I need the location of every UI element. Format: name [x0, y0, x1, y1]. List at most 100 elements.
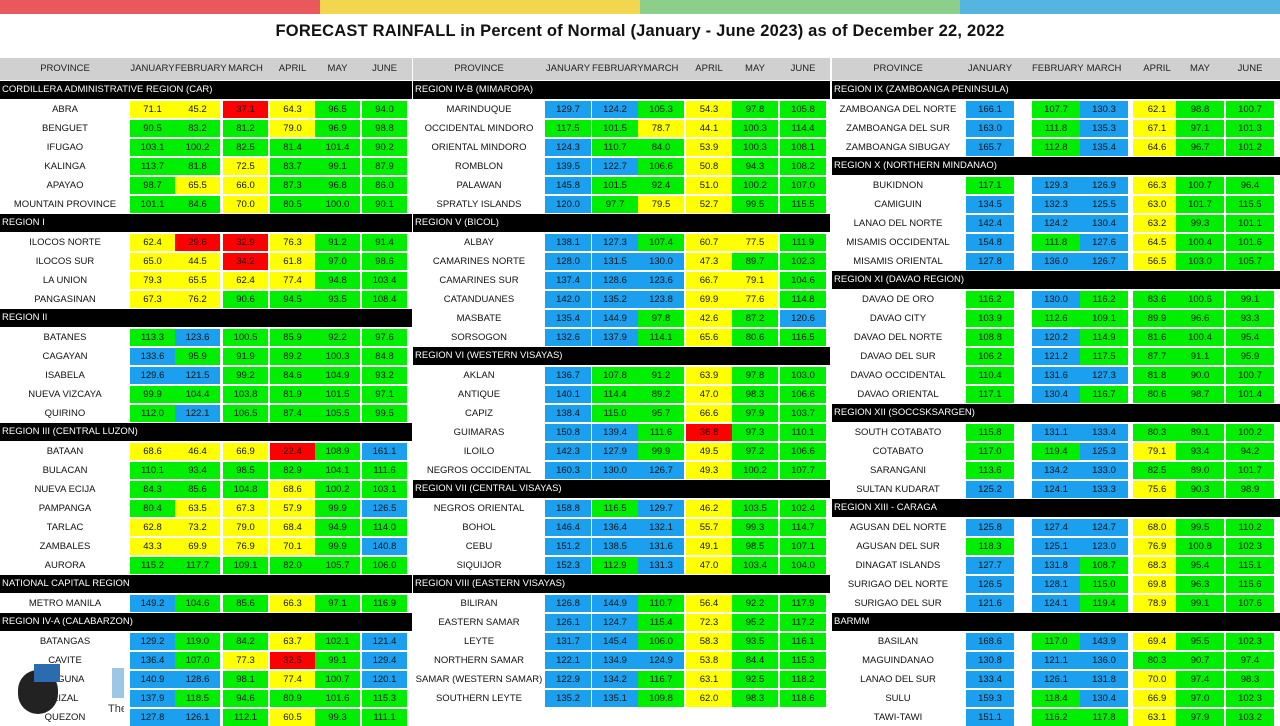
value-cell-may: 96.3: [1176, 576, 1224, 593]
value-cell-january: 125.2: [966, 481, 1014, 498]
value-cell-april: 79.1: [1133, 443, 1181, 460]
table-row: AKLAN 136.7 107.8 91.2 63.9 97.8 103.0: [413, 367, 830, 384]
value-cell-march: 70.0: [223, 196, 268, 213]
province-name: AGUSAN DEL SUR: [856, 541, 940, 552]
header-january: JANUARY: [545, 63, 591, 74]
value-cell-february: 123.6: [175, 329, 220, 346]
value-cell-march: 79.0: [223, 519, 268, 536]
value-cell-june: 99.1: [1226, 291, 1274, 308]
value-cell-february: 111.8: [1032, 120, 1080, 137]
value-cell-april: 64.5: [1133, 234, 1181, 251]
region-header: REGION I: [0, 214, 412, 232]
value-cell-april: 82.9: [270, 462, 315, 479]
table-row: CAPIZ 138.4 115.0 95.7 66.6 97.9 103.7: [413, 405, 830, 422]
value-cell-march: 126.7: [638, 462, 684, 479]
value-cell-january: 130.8: [966, 652, 1014, 669]
value-cell-may: 99.1: [315, 158, 360, 175]
value-cell-june: 115.5: [780, 196, 826, 213]
province-name: TARLAC: [46, 522, 84, 533]
value-cell-february: 126.1: [1032, 671, 1080, 688]
value-cell-january: 154.8: [966, 234, 1014, 251]
value-cell-march: 116.2: [1080, 291, 1128, 308]
value-cell-january: 131.7: [545, 633, 591, 650]
province-name: DAVAO OCCIDENTAL: [850, 370, 946, 381]
value-cell-march: 78.7: [638, 120, 684, 137]
table-row: SORSOGON 132.6 137.9 114.1 65.6 80.6 116.5: [413, 329, 830, 346]
value-cell-january: 152.3: [545, 557, 591, 574]
value-cell-may: 94.3: [732, 158, 778, 175]
value-cell-march: 123.0: [1080, 538, 1128, 555]
value-cell-april: 51.0: [686, 177, 732, 194]
value-cell-april: 89.9: [1133, 310, 1181, 327]
value-cell-may: 97.9: [1176, 709, 1224, 726]
value-cell-march: 97.8: [638, 310, 684, 327]
value-cell-march: 131.3: [638, 557, 684, 574]
value-cell-january: 103.1: [130, 139, 175, 156]
value-cell-april: 76.9: [1133, 538, 1181, 555]
color-strip-blue: [960, 0, 1280, 14]
value-cell-april: 77.4: [270, 671, 315, 688]
region-header: CORDILLERA ADMINISTRATIVE REGION (CAR): [0, 81, 412, 99]
value-cell-june: 103.0: [780, 367, 826, 384]
value-cell-january: 140.1: [545, 386, 591, 403]
value-cell-april: 81.4: [270, 139, 315, 156]
province-name: SULU: [885, 693, 911, 704]
table-row: MARINDUQUE 129.7 124.2 105.3 54.3 97.8 105.8: [413, 101, 830, 118]
province-name: LA UNION: [42, 275, 88, 286]
value-cell-march: 117.8: [1080, 709, 1128, 726]
table-row: CATANDUANES 142.0 135.2 123.8 69.9 77.6 114.8: [413, 291, 830, 308]
table-row: CAMARINES NORTE 128.0 131.5 130.0 47.3 89.7 10…: [413, 253, 830, 270]
province-name: ROMBLON: [454, 161, 504, 172]
table-row: BENGUET 90.5 83.2 81.2 79.0 96.9 98.8: [0, 120, 412, 137]
value-cell-february: 93.4: [175, 462, 220, 479]
value-cell-january: 112.0: [130, 405, 175, 422]
value-cell-march: 131.6: [638, 538, 684, 555]
region-header: REGION IV-A (CALABARZON): [0, 613, 412, 631]
table-row: CAVITE 136.4 107.0 77.3 32.5 99.1 129.4: [0, 652, 412, 669]
value-cell-january: 121.6: [966, 595, 1014, 612]
table-row: ISABELA 129.6 121.5 99.2 84.6 104.9 93.2: [0, 367, 412, 384]
value-cell-april: 89.2: [270, 348, 315, 365]
value-cell-april: 46.2: [686, 500, 732, 517]
value-cell-may: 99.1: [315, 652, 360, 669]
value-cell-february: 127.3: [592, 234, 638, 251]
value-cell-february: 128.6: [592, 272, 638, 289]
region-header: REGION V (BICOL): [413, 214, 830, 232]
value-cell-february: 127.4: [1032, 519, 1080, 536]
value-cell-february: 135.2: [592, 291, 638, 308]
value-cell-april: 49.1: [686, 538, 732, 555]
province-name: PALAWAN: [456, 180, 502, 191]
value-cell-april: 70.0: [1133, 671, 1181, 688]
value-cell-march: 124.9: [638, 652, 684, 669]
value-cell-april: 36.8: [686, 424, 732, 441]
province-name: RIZAL: [51, 693, 79, 704]
province-name: COTABATO: [872, 446, 924, 457]
province-name: ZAMBOANGA DEL NORTE: [839, 104, 957, 115]
value-cell-may: 99.1: [1176, 595, 1224, 612]
value-cell-may: 95.2: [732, 614, 778, 631]
value-cell-march: 95.7: [638, 405, 684, 422]
province-name: LAGUNA: [45, 674, 85, 685]
value-cell-march: 127.6: [1080, 234, 1128, 251]
value-cell-january: 79.3: [130, 272, 175, 289]
value-cell-may: 97.4: [1176, 671, 1224, 688]
value-cell-june: 118.6: [780, 690, 826, 707]
value-cell-june: 110.2: [1226, 519, 1274, 536]
value-cell-february: 132.3: [1032, 196, 1080, 213]
value-cell-february: 121.2: [1032, 348, 1080, 365]
value-cell-february: 124.1: [1032, 481, 1080, 498]
value-cell-april: 49.5: [686, 443, 732, 460]
value-cell-april: 54.3: [686, 101, 732, 118]
table-row: ABRA 71.1 45.2 37.1 64.3 96.5 94.0: [0, 101, 412, 118]
value-cell-february: 122.7: [592, 158, 638, 175]
value-cell-january: 122.9: [545, 671, 591, 688]
value-cell-june: 115.1: [1226, 557, 1274, 574]
province-name: KALINGA: [44, 161, 86, 172]
value-cell-february: 65.5: [175, 177, 220, 194]
value-cell-february: 131.1: [1032, 424, 1080, 441]
value-cell-january: 120.0: [545, 196, 591, 213]
value-cell-january: 135.2: [545, 690, 591, 707]
value-cell-january: 137.9: [130, 690, 175, 707]
value-cell-april: 69.8: [1133, 576, 1181, 593]
value-cell-april: 78.9: [1133, 595, 1181, 612]
